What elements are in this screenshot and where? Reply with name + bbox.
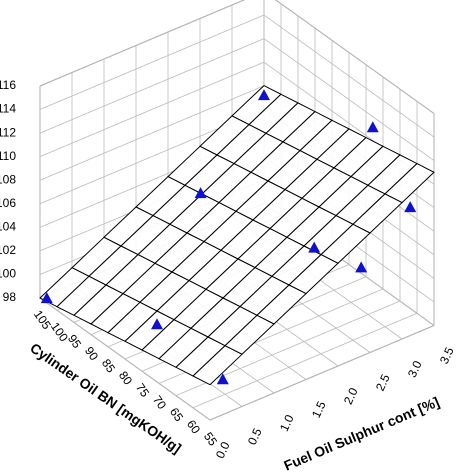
grid-line [192,312,418,409]
z-tick-label: 114 [0,102,16,116]
x-tick-label: 0.0 [213,439,233,460]
x-tick-label: 1.0 [277,412,297,433]
data-point [194,187,207,199]
data-point [258,89,270,101]
data-point [151,318,163,330]
grid-line [39,85,265,181]
points [40,89,417,385]
z-tick-label: 106 [0,196,16,210]
data-point [366,121,379,133]
data-point [355,261,368,273]
z-tick-label: 110 [0,149,16,163]
surface [39,84,435,386]
z-tick-label: 98 [3,290,17,304]
data-point [404,201,417,213]
x-tick-label: 0.5 [245,426,265,447]
x-tick-label: 1.5 [309,399,329,420]
grid-line [39,14,265,110]
grid-line [209,325,435,421]
z-tick-label: 108 [0,172,16,186]
z-tick-label: 112 [0,125,16,139]
x-tick-label: 3.0 [405,358,425,379]
grid-line [39,0,245,87]
z-tick-label: 100 [0,267,16,281]
z-tick-label: 104 [0,220,16,234]
grid-line [39,38,265,134]
data-point [308,241,321,253]
z-tick-label: 116 [0,78,16,92]
z-tick-label: 102 [0,243,16,257]
x-tick-label: 3.5 [437,345,457,366]
x-tick-label: 2.5 [373,372,393,393]
data-point [40,292,53,304]
data-point [216,373,229,385]
grid-line [39,61,265,158]
x-tick-label: 2.0 [341,385,361,406]
surface-cell [192,345,243,386]
